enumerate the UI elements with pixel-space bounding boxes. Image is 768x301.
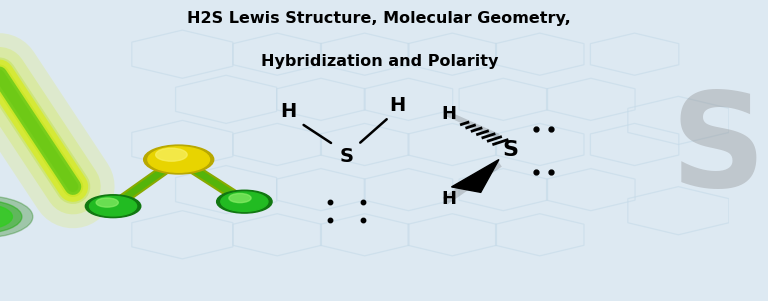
- Circle shape: [0, 204, 12, 229]
- Text: H: H: [441, 105, 456, 123]
- Circle shape: [148, 147, 210, 172]
- Circle shape: [90, 197, 137, 216]
- Text: H: H: [280, 102, 296, 121]
- Circle shape: [85, 195, 141, 218]
- Polygon shape: [452, 160, 499, 192]
- Text: Hybridization and Polarity: Hybridization and Polarity: [260, 54, 498, 69]
- Circle shape: [144, 145, 214, 174]
- Circle shape: [229, 194, 251, 203]
- Text: H: H: [441, 190, 456, 208]
- Circle shape: [217, 190, 272, 213]
- Circle shape: [0, 200, 22, 233]
- Text: H2S Lewis Structure, Molecular Geometry,: H2S Lewis Structure, Molecular Geometry,: [187, 11, 571, 26]
- Circle shape: [0, 196, 33, 238]
- Text: S: S: [502, 141, 518, 160]
- Text: H: H: [389, 96, 406, 115]
- Circle shape: [220, 192, 268, 211]
- Circle shape: [96, 198, 118, 207]
- Text: S: S: [671, 87, 766, 214]
- Text: S: S: [339, 147, 353, 166]
- Circle shape: [156, 148, 187, 161]
